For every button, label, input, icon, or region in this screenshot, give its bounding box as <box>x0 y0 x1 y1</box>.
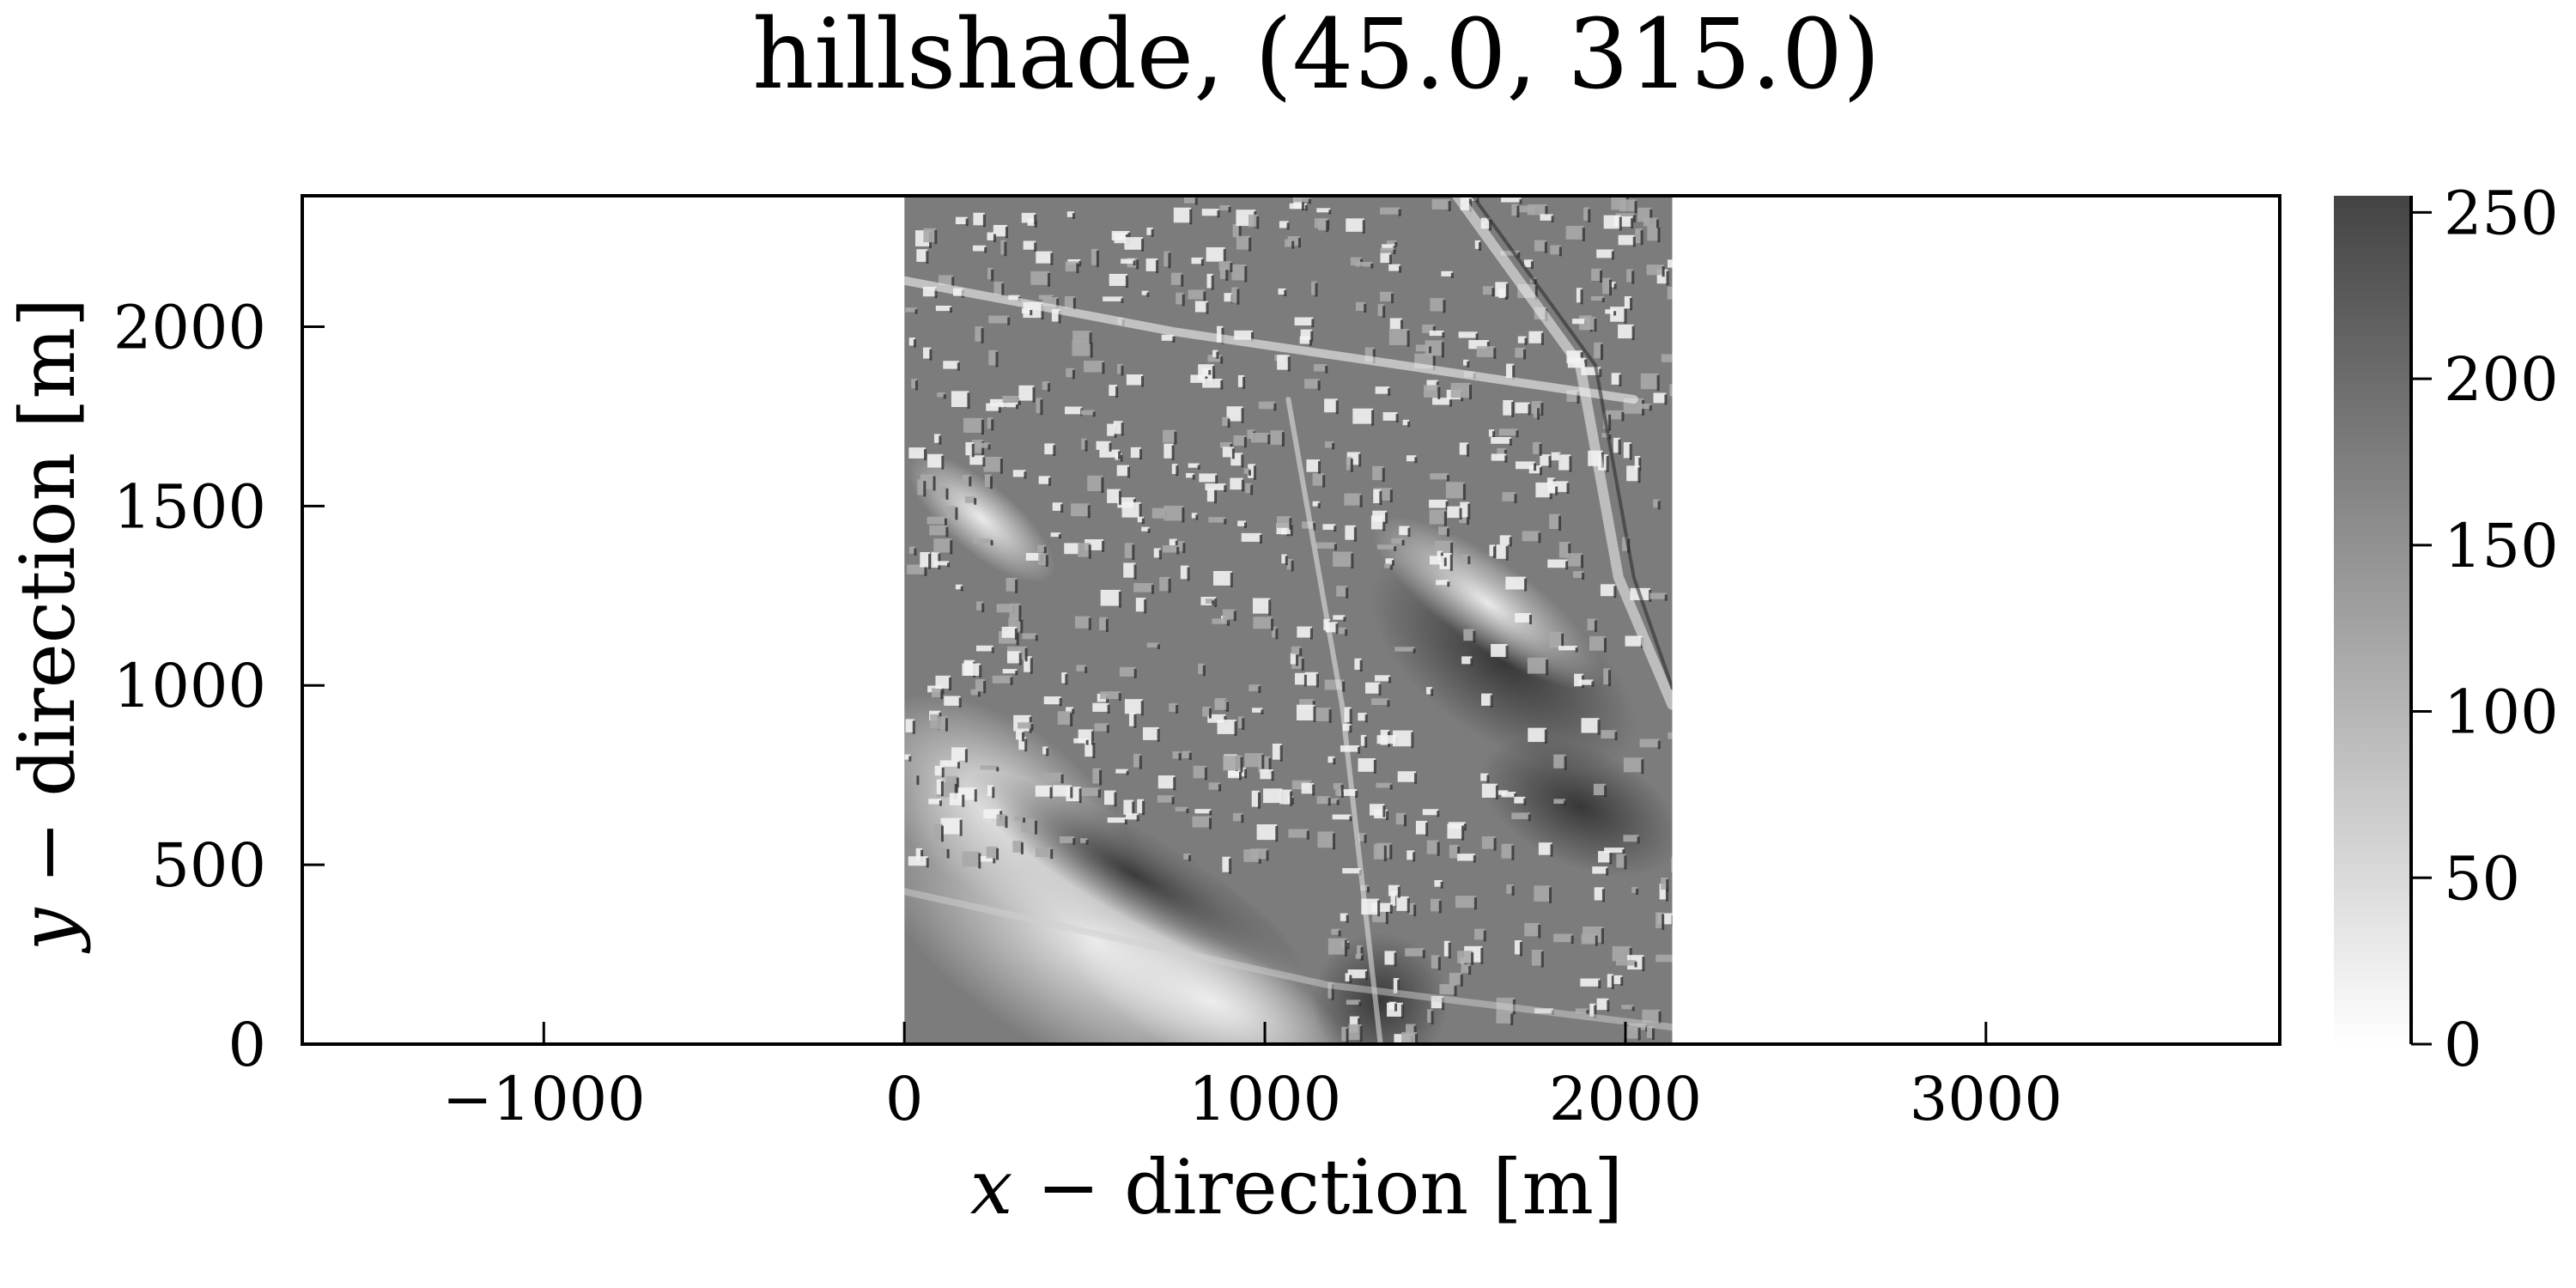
y-axis-ticks: 0 500 1000 1500 2000 <box>113 292 325 1080</box>
colorbar-tick-label: 50 <box>2444 843 2520 914</box>
y-tick-label: 1000 <box>113 651 266 721</box>
colorbar-tick-label: 200 <box>2444 344 2559 415</box>
x-tick-label: 2000 <box>1549 1064 1702 1134</box>
colorbar <box>2334 196 2411 1044</box>
y-tick-label: 500 <box>151 830 266 901</box>
chart-title: hillshade, (45.0, 315.0) <box>752 0 1880 111</box>
y-tick-label: 2000 <box>113 292 266 362</box>
colorbar-tick-label: 0 <box>2444 1010 2482 1080</box>
colorbar-tick-label: 100 <box>2444 677 2559 748</box>
x-axis-label-var: x <box>970 1143 1013 1231</box>
plot-frame <box>301 194 2281 1046</box>
x-tick-label: −1000 <box>442 1064 646 1134</box>
x-tick-label: 1000 <box>1188 1064 1341 1134</box>
x-axis-label: x − direction [m] <box>970 1143 1623 1231</box>
colorbar-ticks: 0 50 100 150 200 250 <box>2411 178 2559 1080</box>
x-axis-label-rest: − direction [m] <box>1012 1143 1623 1231</box>
colorbar-tick-label: 150 <box>2444 511 2559 581</box>
y-axis-label: y − direction [m] <box>3 298 92 955</box>
y-tick-label: 1500 <box>113 471 266 542</box>
x-tick-label: 3000 <box>1910 1064 2063 1134</box>
y-axis-label-rest: − direction [m] <box>3 298 92 908</box>
hillshade-image <box>904 196 1673 1044</box>
y-axis-label-var: y <box>3 907 92 954</box>
y-tick-label: 0 <box>228 1010 266 1080</box>
x-tick-label: 0 <box>885 1064 924 1134</box>
colorbar-tick-label: 250 <box>2444 178 2559 248</box>
x-axis-ticks: −1000 0 1000 2000 3000 <box>442 1022 2063 1134</box>
